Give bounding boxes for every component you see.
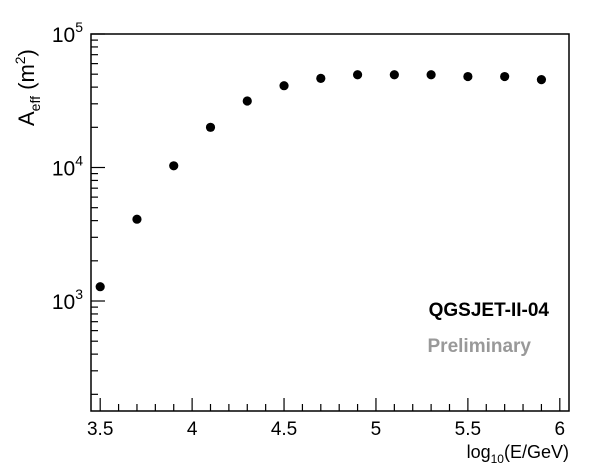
plot-area-frame (90, 33, 570, 412)
data-point (426, 70, 436, 80)
y-tick-label: 104 (52, 153, 83, 181)
data-point (500, 71, 510, 82)
y-tick-label: 105 (52, 19, 83, 47)
x-tick-label: 4 (187, 419, 198, 440)
y-axis-tick-labels: 103 104 105 (52, 19, 83, 314)
data-point (95, 282, 105, 292)
data-point (132, 214, 142, 224)
x-axis-tick-labels: 3.5 4 4.5 5 5.5 6 (87, 419, 565, 440)
x-axis-title-main: log (467, 442, 491, 462)
data-points (95, 70, 547, 292)
data-point (169, 161, 179, 171)
y-axis-title-superscript: 2 (12, 56, 28, 64)
y-axis-title-close: ) (14, 49, 39, 56)
x-axis-title-subscript: 10 (491, 452, 505, 466)
data-point (316, 73, 326, 83)
data-point (536, 75, 547, 85)
y-tick-label: 103 (52, 286, 83, 314)
model-annotation: QGSJET-II-04 (429, 300, 550, 321)
x-tick-label: 3.5 (87, 419, 113, 440)
x-tick-label: 5 (371, 419, 382, 440)
data-point (463, 71, 473, 82)
y-axis-title-subscript: eff (27, 96, 43, 111)
x-axis-title-unit: (E/GeV) (504, 442, 569, 462)
data-point (279, 81, 289, 91)
data-point (242, 96, 252, 106)
data-point (389, 70, 399, 80)
preliminary-annotation: Preliminary (428, 336, 532, 357)
x-tick-label: 4.5 (271, 419, 297, 440)
x-tick-label: 6 (555, 419, 566, 440)
x-tick-label: 5.5 (455, 419, 481, 440)
x-axis-ticks (99, 398, 561, 411)
y-axis-title-main: A (14, 111, 39, 126)
plot-frame (90, 33, 570, 412)
y-axis-title: Aeff (m2) (12, 49, 43, 126)
y-axis-title-unit: (m (14, 64, 39, 96)
data-point (352, 70, 363, 80)
x-axis-title: log10(E/GeV) (467, 442, 569, 466)
data-point (205, 122, 216, 132)
y-axis-ticks (91, 33, 105, 395)
